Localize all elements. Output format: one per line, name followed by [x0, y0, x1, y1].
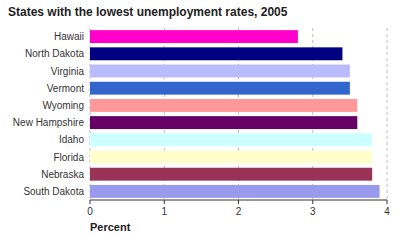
y-axis: Hawaii North Dakota Virginia Vermont Wyoming…: [13, 31, 85, 197]
x-axis-label: Percent: [90, 221, 131, 233]
grid: [90, 28, 387, 200]
tick-label: 0: [87, 206, 93, 217]
category-label: South Dakota: [23, 186, 84, 197]
bar: [90, 116, 357, 129]
tick-mark: [312, 200, 313, 204]
tick-label: 4: [384, 206, 390, 217]
bar: [90, 82, 350, 95]
tick-mark: [238, 200, 239, 204]
bars: [90, 30, 380, 198]
title: States with the lowest unemployment rate…: [8, 5, 288, 19]
category-label: Virginia: [51, 66, 85, 77]
bar: [90, 99, 357, 112]
chart: States with the lowest unemployment rate…: [0, 0, 401, 238]
tick-mark: [90, 200, 91, 204]
grid-line: [387, 28, 388, 200]
category-label: North Dakota: [25, 48, 84, 59]
bar: [90, 168, 372, 181]
bar: [90, 133, 372, 146]
bar: [90, 30, 298, 43]
category-label: Florida: [53, 152, 84, 163]
bar: [90, 65, 350, 78]
tick-label: 1: [161, 206, 167, 217]
category-label: Nebraska: [41, 169, 84, 180]
tick-label: 2: [236, 206, 242, 217]
category-label: New Hampshire: [13, 117, 85, 128]
category-label: Hawaii: [54, 31, 84, 42]
chart-container: States with the lowest unemployment rate…: [0, 0, 401, 238]
bar: [90, 47, 342, 60]
x-axis: 0 1 2 3 4 Percent: [87, 200, 390, 233]
bar: [90, 151, 372, 164]
category-label: Idaho: [59, 134, 84, 145]
category-label: Wyoming: [42, 100, 84, 111]
tick-mark: [164, 200, 165, 204]
bar: [90, 185, 380, 198]
category-label: Vermont: [47, 83, 84, 94]
plot-area: Hawaii North Dakota Virginia Vermont Wyoming…: [13, 28, 390, 233]
tick-label: 3: [310, 206, 316, 217]
tick-mark: [387, 200, 388, 204]
